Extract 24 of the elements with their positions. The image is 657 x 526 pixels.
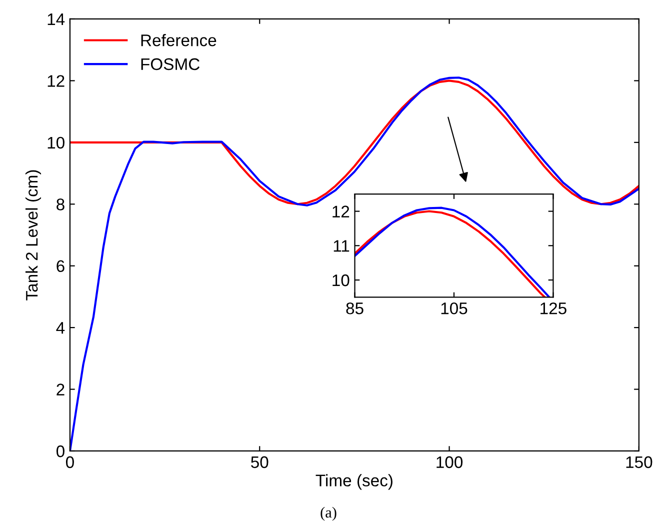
legend-label: Reference [141, 34, 216, 46]
y-tick-label: 14 [48, 14, 65, 26]
y-tick-label: 12 [48, 75, 64, 87]
y-tick-label: 10 [332, 274, 350, 286]
x-tick-label: 50 [251, 456, 268, 468]
x-tick-label: 125 [540, 302, 566, 314]
x-tick-label: 85 [346, 302, 364, 314]
y-tick-label: 6 [56, 260, 64, 272]
y-tick-label: 2 [56, 384, 64, 396]
x-tick-label: 150 [626, 456, 652, 468]
y-tick-label: 4 [56, 322, 65, 334]
x-tick-label: 100 [436, 456, 463, 468]
text: (a) [320, 506, 336, 521]
y-tick-label: 11 [334, 240, 350, 252]
y-tick-label: 8 [56, 198, 64, 210]
x-tick-label: 0 [66, 456, 74, 468]
y-tick-label: 10 [48, 136, 64, 149]
legend-label: FOSMC [141, 58, 200, 70]
y-tick-label: 12 [332, 206, 350, 218]
x-axis-title: Time (sec) [316, 474, 392, 490]
line-series [70, 80, 639, 206]
x-tick-label: 105 [441, 302, 468, 314]
y-tick-label: 0 [56, 445, 64, 458]
y-axis-title: Tank 2 Level (cm) [25, 170, 42, 300]
